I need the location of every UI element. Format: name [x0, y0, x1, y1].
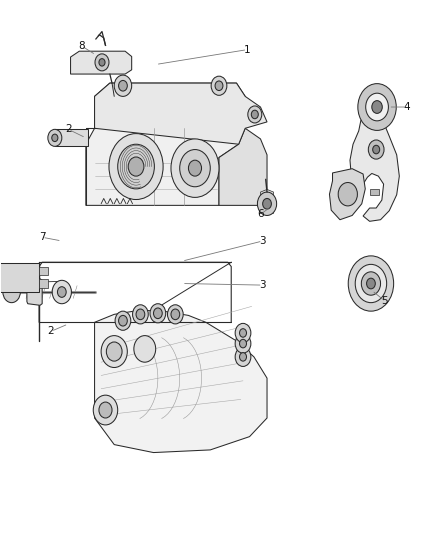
Text: 6: 6 [257, 209, 264, 220]
Text: 8: 8 [78, 41, 85, 51]
Circle shape [136, 309, 145, 320]
Bar [370, 189, 379, 195]
Text: 4: 4 [403, 102, 410, 112]
Circle shape [367, 278, 375, 289]
Polygon shape [95, 310, 267, 453]
Circle shape [258, 192, 277, 215]
Polygon shape [261, 189, 274, 213]
Polygon shape [86, 83, 245, 205]
Polygon shape [71, 51, 132, 74]
Circle shape [119, 316, 127, 326]
Polygon shape [350, 115, 399, 221]
Bar [0, 263, 39, 292]
Circle shape [101, 336, 127, 368]
Circle shape [134, 336, 155, 362]
Polygon shape [219, 128, 267, 205]
Circle shape [133, 305, 148, 324]
Bar [39, 266, 48, 275]
Circle shape [118, 144, 154, 189]
Bar [55, 130, 88, 147]
Text: 3: 3 [259, 236, 266, 246]
Circle shape [153, 308, 162, 319]
Circle shape [99, 59, 105, 66]
Circle shape [171, 309, 180, 320]
Text: 5: 5 [381, 296, 388, 306]
Text: 2: 2 [65, 124, 72, 134]
Circle shape [338, 182, 357, 206]
Circle shape [106, 342, 122, 361]
Text: 7: 7 [39, 232, 46, 243]
Circle shape [372, 101, 382, 114]
Circle shape [358, 84, 396, 131]
Circle shape [366, 93, 389, 121]
Circle shape [263, 198, 272, 209]
Circle shape [119, 80, 127, 91]
Circle shape [95, 54, 109, 71]
Circle shape [52, 134, 58, 142]
Text: 3: 3 [259, 280, 266, 290]
Circle shape [211, 76, 227, 95]
Circle shape [180, 150, 210, 187]
Text: 2: 2 [48, 326, 54, 336]
Circle shape [368, 140, 384, 159]
Circle shape [109, 134, 163, 199]
Circle shape [251, 110, 258, 119]
Circle shape [240, 340, 247, 348]
Polygon shape [95, 83, 267, 144]
Circle shape [115, 311, 131, 330]
Circle shape [167, 305, 183, 324]
Circle shape [57, 287, 66, 297]
Circle shape [188, 160, 201, 176]
Circle shape [355, 264, 387, 303]
Circle shape [215, 81, 223, 91]
Circle shape [248, 106, 262, 123]
Polygon shape [27, 279, 42, 305]
Polygon shape [329, 168, 365, 220]
Circle shape [235, 334, 251, 353]
Circle shape [3, 281, 20, 303]
Circle shape [235, 324, 251, 343]
Circle shape [52, 280, 71, 304]
Circle shape [240, 329, 247, 337]
Circle shape [373, 146, 380, 154]
Circle shape [114, 75, 132, 96]
Circle shape [348, 256, 394, 311]
Circle shape [99, 402, 112, 418]
Circle shape [128, 157, 144, 176]
Circle shape [93, 395, 118, 425]
Circle shape [361, 272, 381, 295]
Circle shape [240, 353, 247, 361]
Circle shape [150, 304, 166, 323]
Circle shape [48, 130, 62, 147]
Text: 1: 1 [244, 45, 251, 54]
Circle shape [171, 139, 219, 197]
Circle shape [235, 348, 251, 367]
Bar [39, 279, 48, 288]
